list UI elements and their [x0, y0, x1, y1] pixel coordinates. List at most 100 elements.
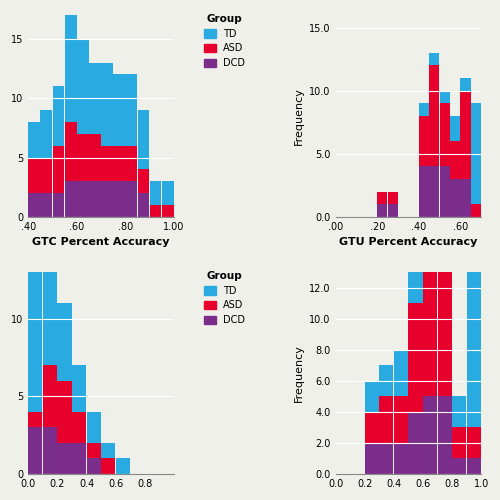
Bar — [419, 166, 429, 217]
Bar — [460, 90, 470, 179]
Bar — [126, 146, 137, 182]
Bar — [52, 193, 64, 217]
Bar — [28, 122, 40, 158]
Bar — [40, 158, 52, 193]
Bar — [430, 166, 440, 217]
Bar — [423, 101, 437, 272]
Y-axis label: Frequency: Frequency — [294, 344, 304, 402]
X-axis label: GTU Percent Accuracy: GTU Percent Accuracy — [340, 238, 477, 248]
Bar — [150, 205, 162, 217]
Bar — [28, 412, 42, 428]
Y-axis label: Frequency: Frequency — [294, 87, 304, 145]
Bar — [52, 146, 64, 193]
Bar — [162, 182, 173, 205]
Bar — [126, 182, 137, 217]
Bar — [150, 182, 162, 205]
Bar — [452, 428, 466, 458]
Bar — [440, 104, 450, 166]
Bar — [388, 204, 398, 217]
Bar — [380, 443, 394, 474]
Bar — [28, 428, 42, 474]
Bar — [162, 205, 173, 217]
Bar — [43, 428, 57, 474]
Bar — [430, 66, 440, 166]
Bar — [394, 443, 408, 474]
Bar — [114, 74, 125, 146]
Bar — [394, 350, 408, 397]
Bar — [408, 303, 422, 412]
Bar — [452, 458, 466, 474]
Bar — [466, 428, 481, 458]
Bar — [77, 182, 88, 217]
Bar — [28, 193, 40, 217]
Legend: TD, ASD, DCD: TD, ASD, DCD — [200, 10, 249, 72]
Bar — [116, 458, 130, 474]
Bar — [72, 366, 86, 412]
Bar — [101, 146, 113, 182]
Bar — [126, 74, 137, 146]
Bar — [419, 116, 429, 166]
Bar — [58, 303, 71, 381]
Bar — [114, 182, 125, 217]
Bar — [471, 204, 481, 217]
Bar — [423, 272, 437, 396]
Bar — [64, 122, 76, 182]
Bar — [430, 53, 440, 66]
Bar — [52, 86, 64, 146]
Bar — [58, 443, 71, 474]
Bar — [440, 166, 450, 217]
Bar — [86, 412, 101, 443]
Bar — [452, 396, 466, 428]
Bar — [72, 412, 86, 443]
Bar — [394, 396, 408, 443]
Bar — [138, 110, 149, 170]
Bar — [450, 141, 460, 179]
Bar — [440, 90, 450, 104]
Bar — [64, 3, 76, 122]
Bar — [77, 134, 88, 182]
Bar — [64, 182, 76, 217]
Bar — [138, 170, 149, 193]
Bar — [86, 443, 101, 458]
Bar — [408, 210, 422, 303]
Bar — [89, 134, 101, 182]
Bar — [380, 366, 394, 396]
Legend: TD, ASD, DCD: TD, ASD, DCD — [200, 267, 249, 329]
Bar — [28, 256, 42, 412]
Bar — [466, 256, 481, 428]
Bar — [380, 396, 394, 443]
Bar — [450, 179, 460, 217]
Bar — [101, 458, 116, 474]
Bar — [450, 116, 460, 141]
Bar — [378, 192, 388, 204]
Bar — [365, 443, 379, 474]
Bar — [72, 443, 86, 474]
Bar — [86, 458, 101, 474]
Bar — [114, 146, 125, 182]
X-axis label: GTC Percent Accuracy: GTC Percent Accuracy — [32, 238, 170, 248]
Bar — [138, 193, 149, 217]
Bar — [365, 381, 379, 412]
Bar — [365, 412, 379, 443]
Bar — [101, 62, 113, 146]
Bar — [408, 412, 422, 474]
Bar — [471, 104, 481, 204]
Bar — [77, 39, 88, 134]
Bar — [101, 443, 116, 458]
Bar — [378, 204, 388, 217]
Bar — [28, 158, 40, 193]
Bar — [40, 193, 52, 217]
Bar — [438, 396, 452, 474]
Bar — [40, 110, 52, 158]
Bar — [43, 256, 57, 366]
Bar — [423, 396, 437, 474]
Bar — [388, 192, 398, 204]
Bar — [89, 182, 101, 217]
Bar — [43, 366, 57, 428]
Bar — [460, 78, 470, 90]
Bar — [460, 179, 470, 217]
Bar — [58, 381, 71, 443]
Bar — [438, 272, 452, 396]
Bar — [101, 182, 113, 217]
Bar — [438, 241, 452, 272]
